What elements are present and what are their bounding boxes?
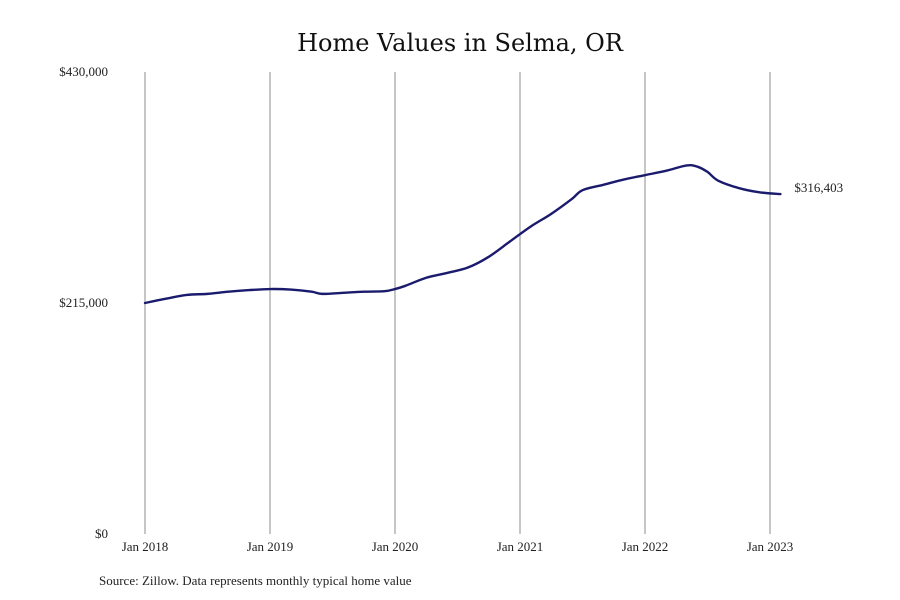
source-note: Source: Zillow. Data represents monthly … <box>99 573 412 588</box>
y-axis-ticks: $0 $215,000 $430,000 <box>59 64 108 541</box>
x-tick-label: Jan 2019 <box>247 539 294 554</box>
x-tick-label: Jan 2018 <box>122 539 169 554</box>
x-tick-label: Jan 2023 <box>747 539 794 554</box>
x-tick-label: Jan 2022 <box>622 539 669 554</box>
chart-title: Home Values in Selma, OR <box>297 29 624 57</box>
y-tick-label: $430,000 <box>59 64 108 79</box>
gridlines <box>144 72 771 534</box>
x-tick-label: Jan 2021 <box>497 539 544 554</box>
y-tick-label: $215,000 <box>59 295 108 310</box>
series-line <box>143 163 782 305</box>
x-axis-ticks: Jan 2018 Jan 2019 Jan 2020 Jan 2021 Jan 2022… <box>122 539 794 554</box>
y-tick-label: $0 <box>95 526 108 541</box>
end-value-label: $316,403 <box>794 180 843 195</box>
series-layer: $316,403 <box>143 163 843 305</box>
x-tick-label: Jan 2020 <box>372 539 419 554</box>
